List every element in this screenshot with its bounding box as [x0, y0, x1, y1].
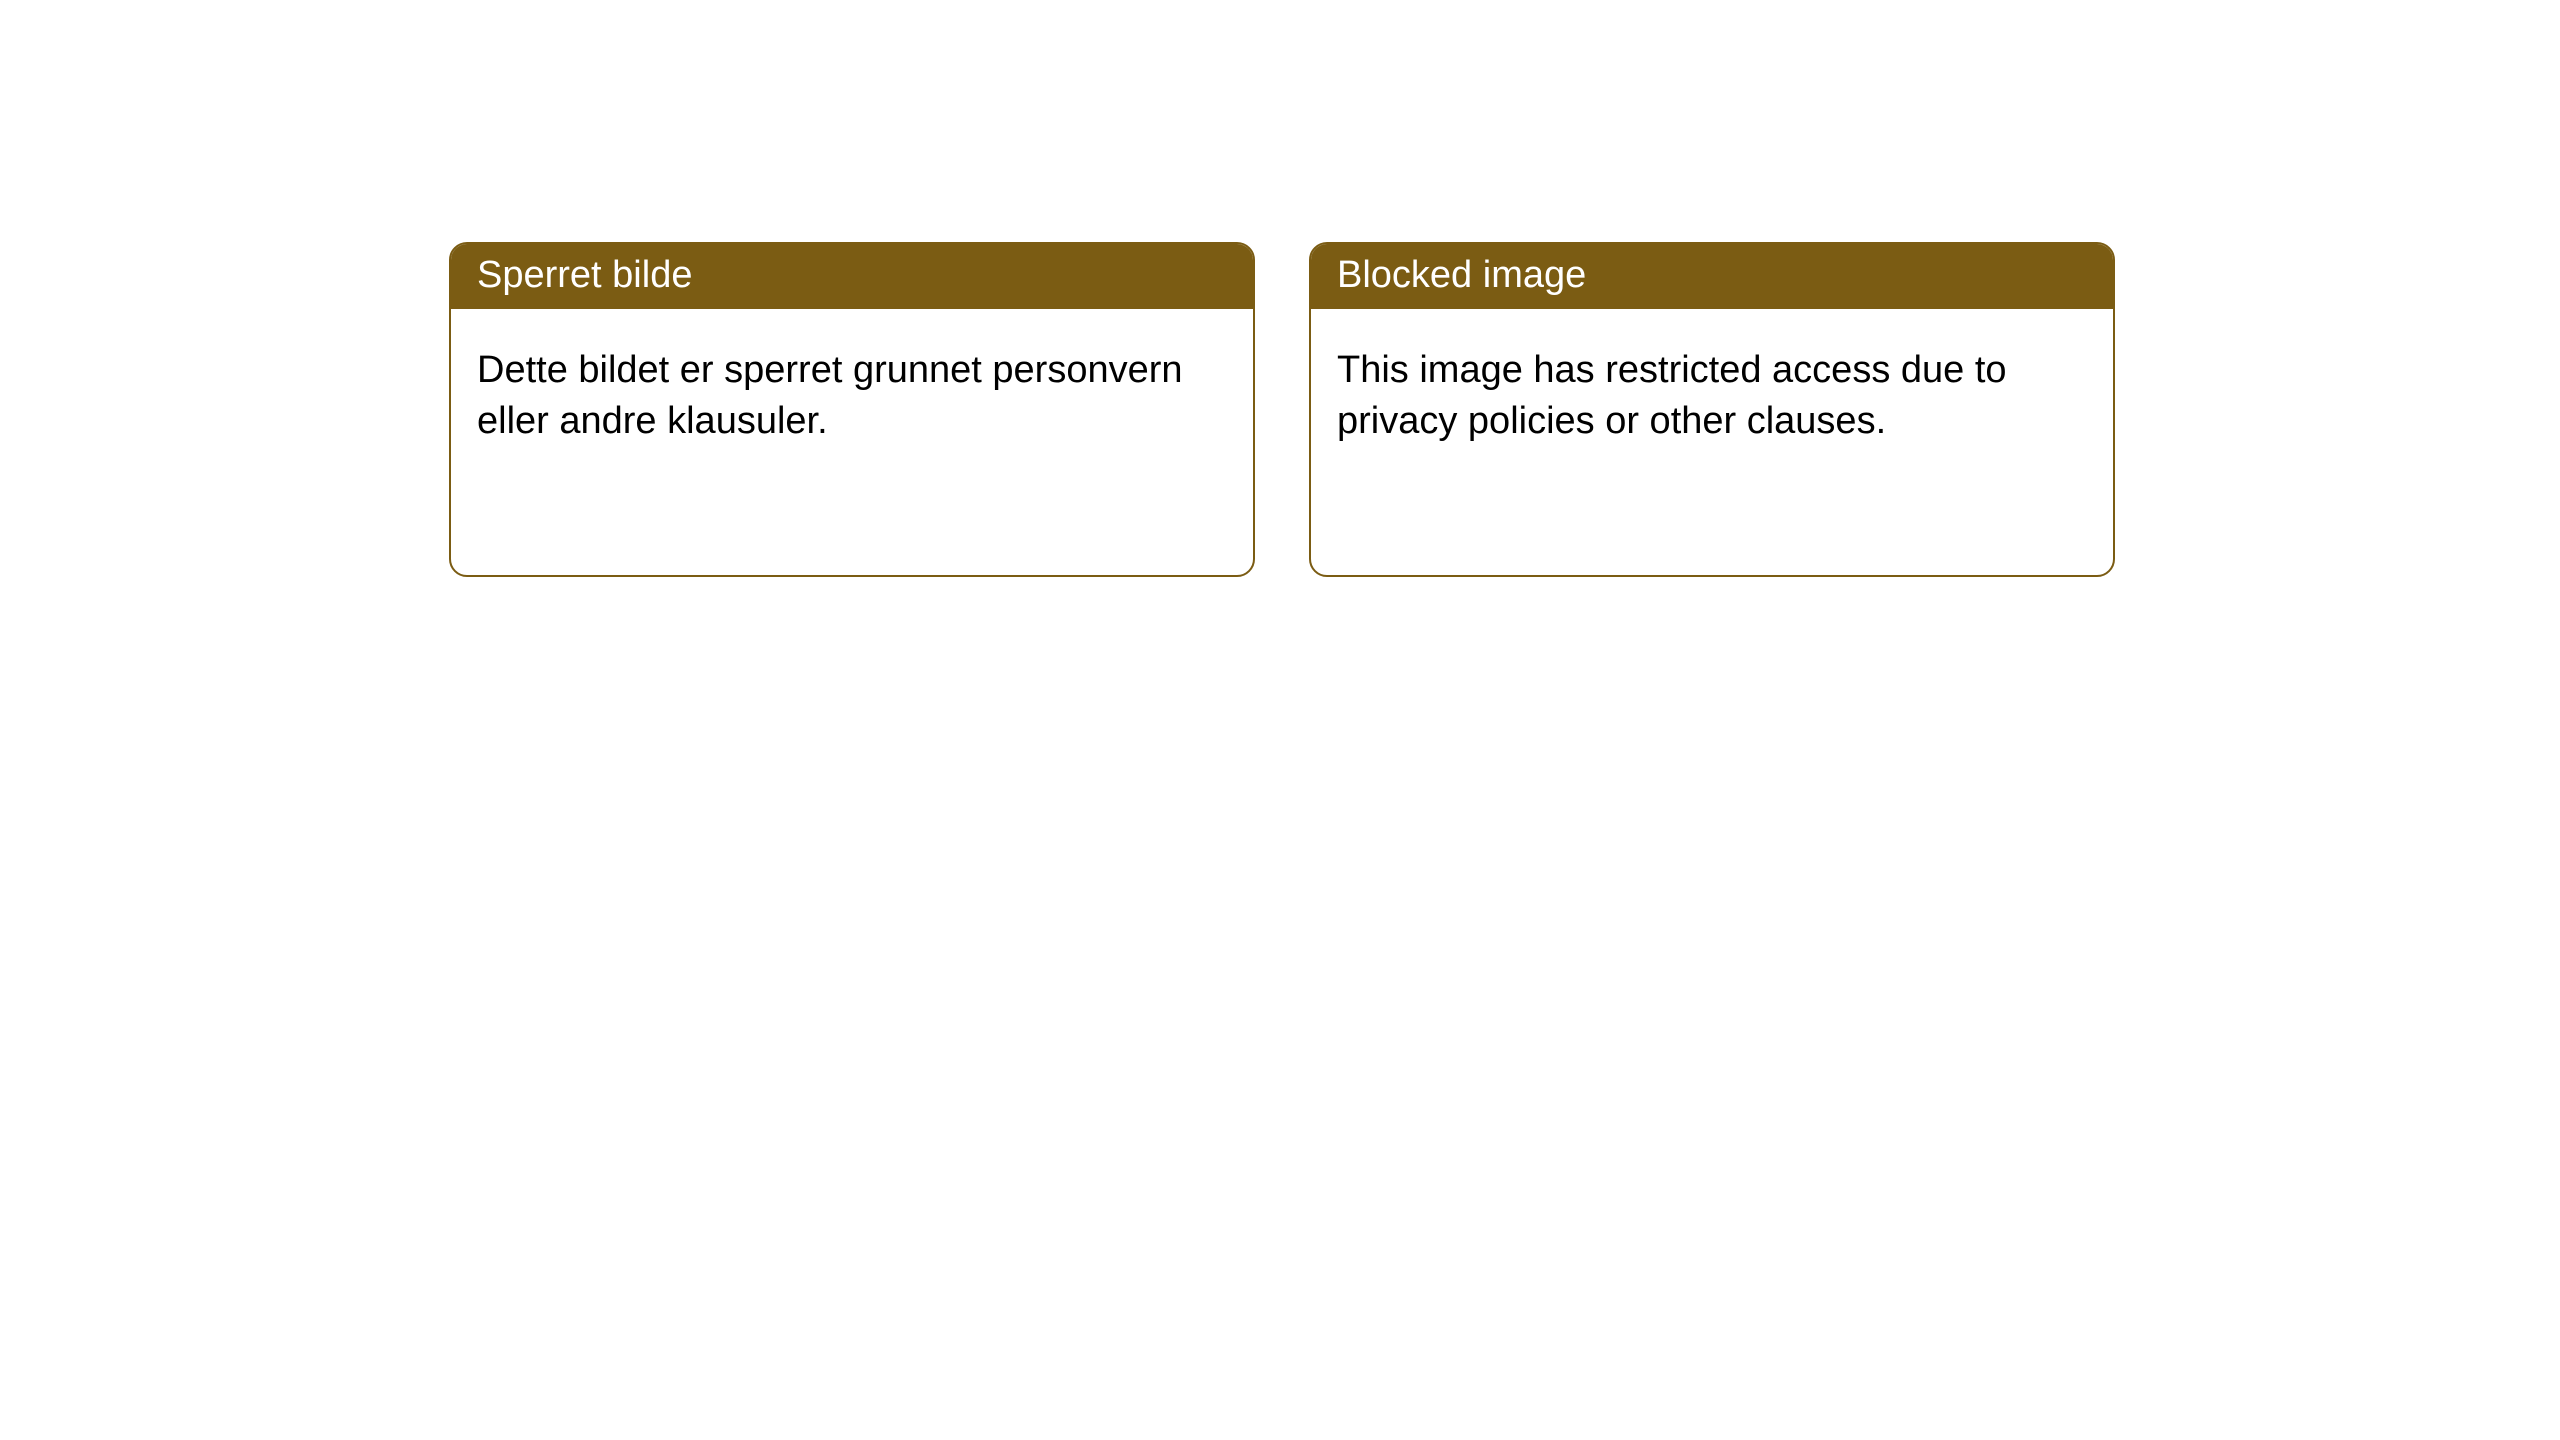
notice-body: Dette bildet er sperret grunnet personve…	[451, 309, 1253, 484]
notice-box-norwegian: Sperret bilde Dette bildet er sperret gr…	[449, 242, 1255, 577]
notice-header: Blocked image	[1311, 244, 2113, 309]
notice-box-english: Blocked image This image has restricted …	[1309, 242, 2115, 577]
notice-body: This image has restricted access due to …	[1311, 309, 2113, 484]
notice-header: Sperret bilde	[451, 244, 1253, 309]
notice-container: Sperret bilde Dette bildet er sperret gr…	[0, 0, 2560, 577]
